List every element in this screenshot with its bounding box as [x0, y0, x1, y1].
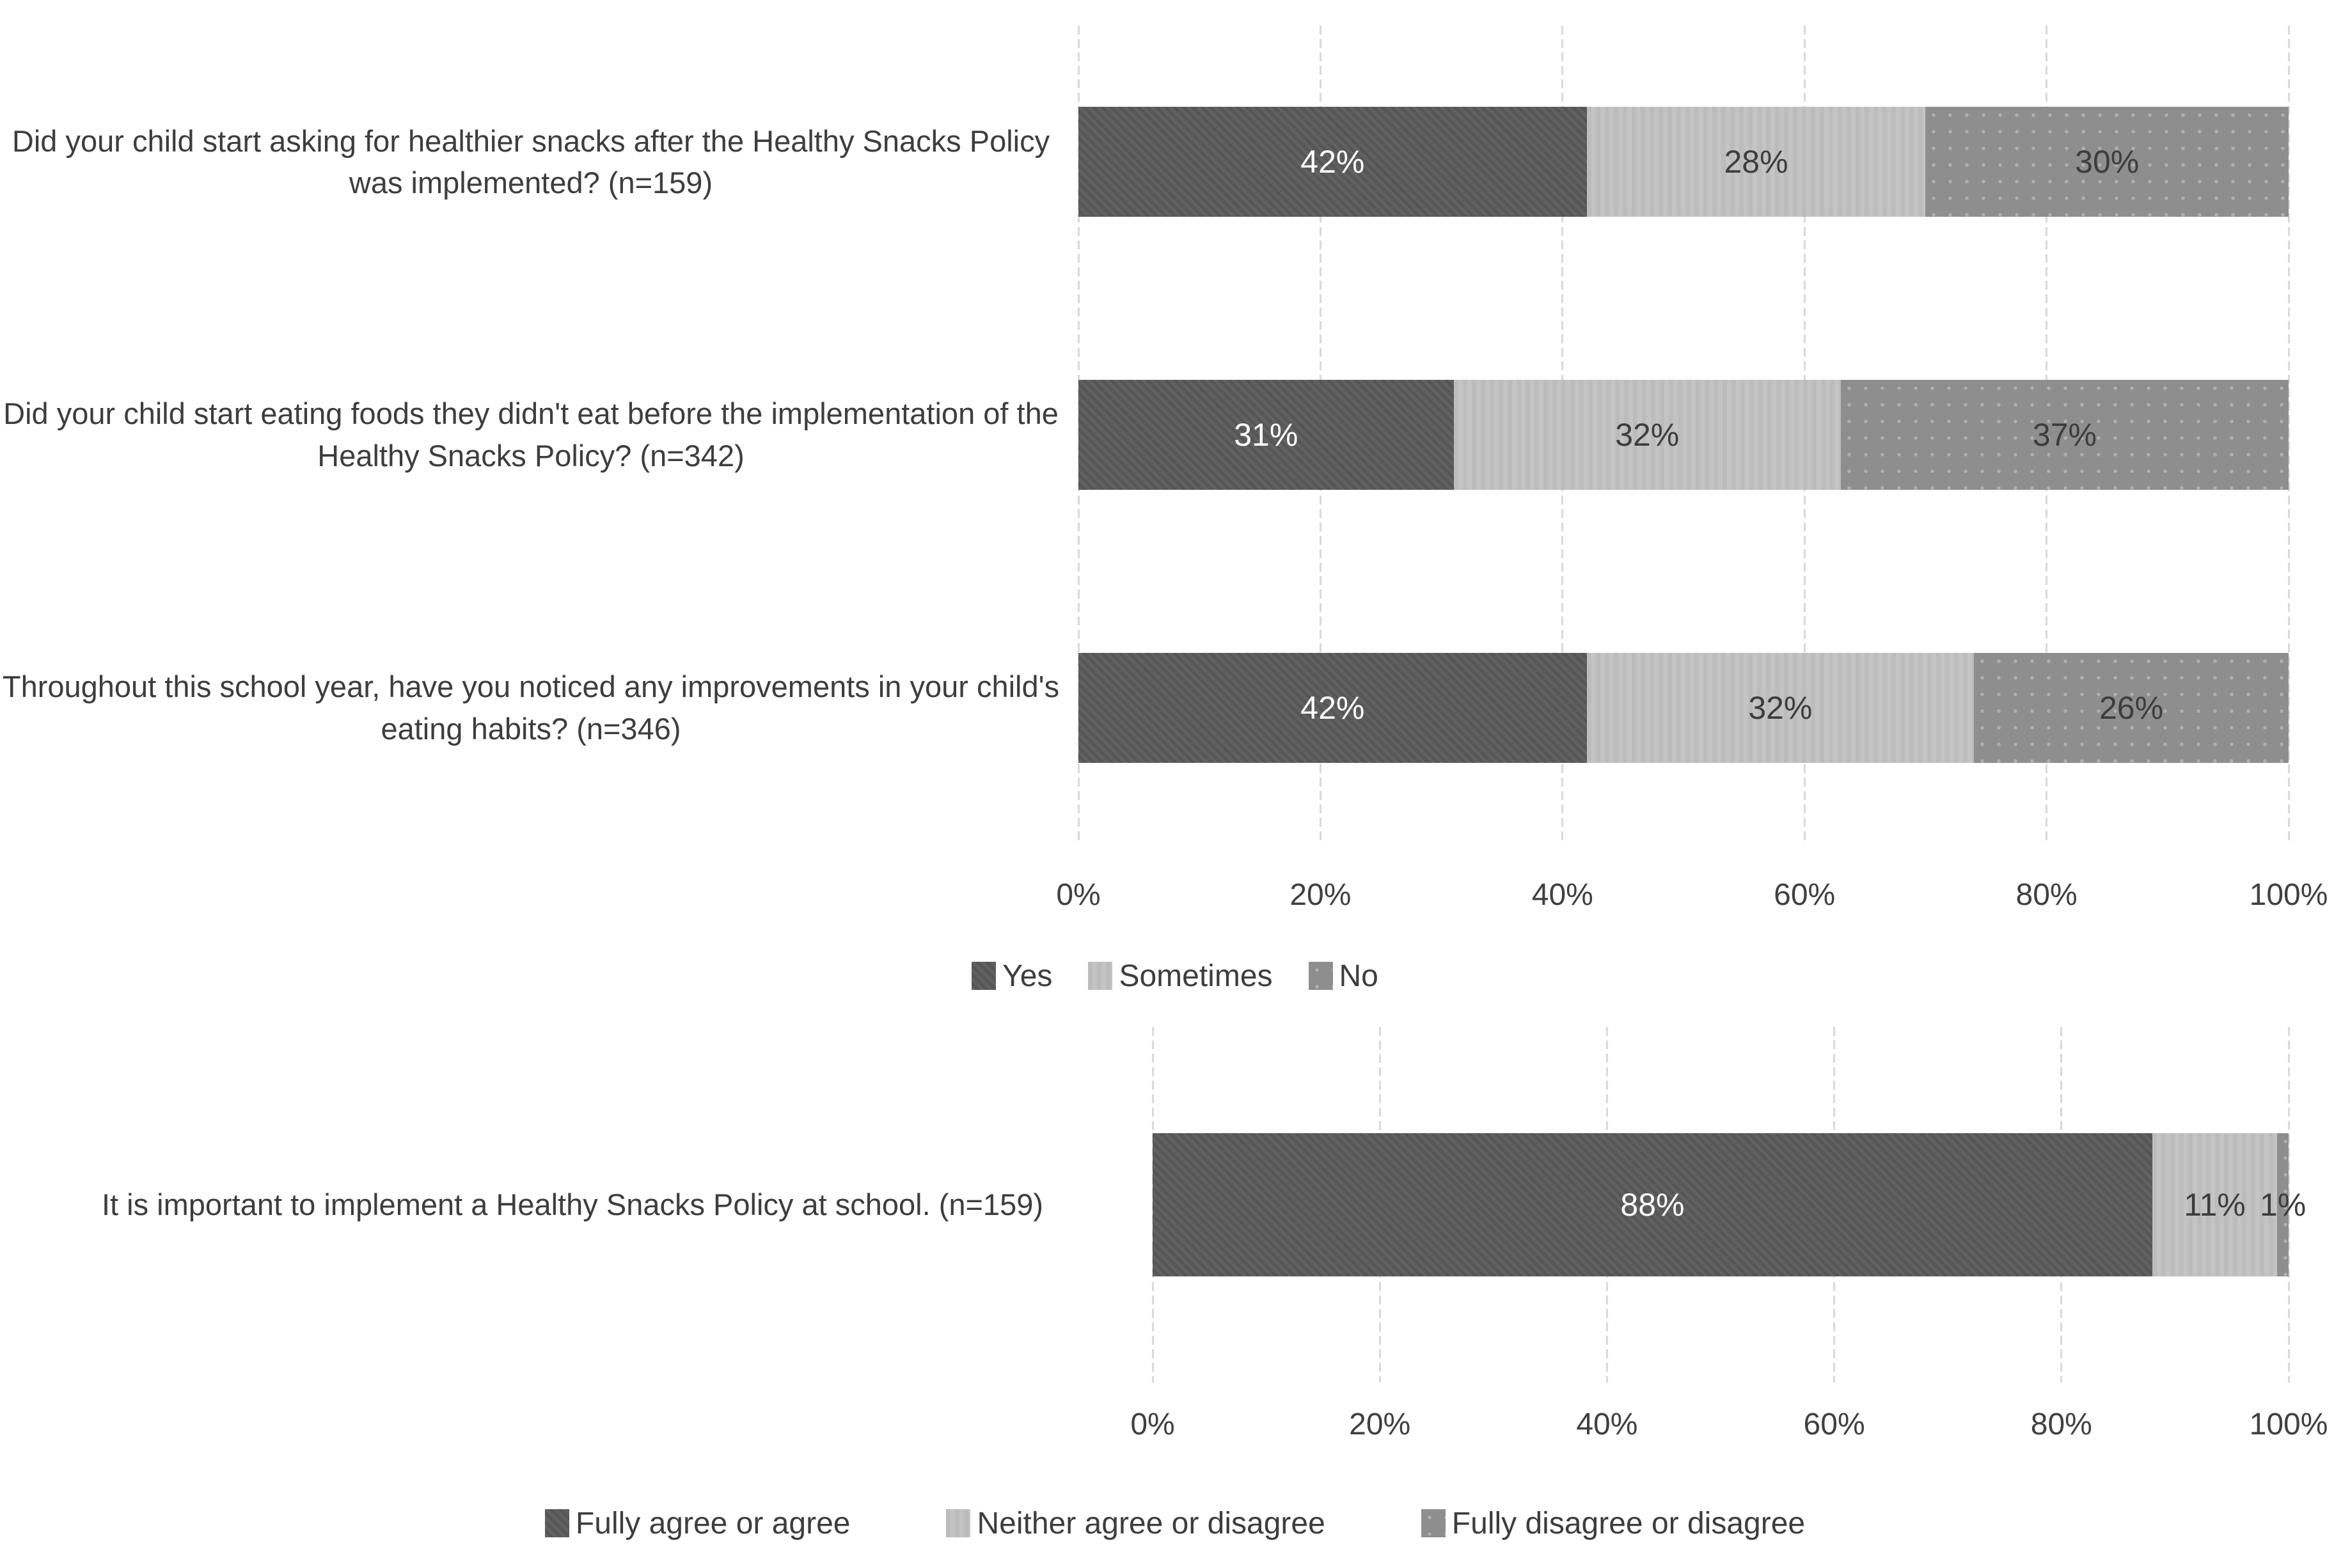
x-axis-tick: 40%: [1576, 1407, 1638, 1441]
x-axis-tick: 100%: [2249, 878, 2328, 912]
x-axis-tick: 20%: [1349, 1407, 1411, 1441]
gridline: [1077, 26, 1080, 844]
legend-label: No: [1339, 959, 1378, 993]
bar-segment-no: 26%: [1974, 652, 2289, 763]
legend-item-neither-agree-or-disagree: Neither agree or disagree: [946, 1506, 1325, 1541]
x-axis-tick: 100%: [2249, 1407, 2328, 1441]
legend-swatch-icon: [1421, 1509, 1446, 1537]
stacked-bar: 42% 32% 26%: [1078, 652, 2289, 763]
gridline: [2046, 26, 2048, 844]
x-axis-tick: 80%: [2030, 1407, 2092, 1441]
legend-swatch-icon: [544, 1509, 569, 1537]
legend: Yes Sometimes No: [0, 957, 2350, 995]
legend-label: Fully disagree or disagree: [1451, 1506, 1806, 1541]
gridline: [1319, 26, 1321, 844]
bar-segment-sometimes: 28%: [1586, 107, 1926, 217]
stacked-bar: 31% 32% 37%: [1078, 379, 2289, 490]
bar-segment-no: 37%: [1840, 379, 2289, 490]
bar-segment-no: 30%: [1925, 107, 2289, 217]
bar-value-label: 31%: [1234, 416, 1298, 453]
gridline: [1803, 26, 1806, 844]
gridline: [1561, 26, 1564, 844]
legend-item-no: No: [1308, 959, 1378, 994]
bar-value-label: 30%: [2075, 144, 2140, 180]
bar-value-label: 32%: [1615, 416, 1680, 453]
category-label: It is important to implement a Healthy S…: [0, 1027, 1145, 1383]
bar-row: 88% 11% 1%: [1153, 1027, 2306, 1383]
x-axis-tick: 40%: [1531, 878, 1593, 912]
gridline: [2287, 26, 2290, 844]
bar-segment-yes: 42%: [1078, 107, 1587, 217]
x-axis-tick: 20%: [1289, 878, 1352, 912]
legend-item-fully-agree-or-agree: Fully agree or agree: [544, 1506, 851, 1541]
category-label: Did your child start eating foods they d…: [0, 299, 1062, 572]
gridline: [1378, 1027, 1381, 1383]
legend-label: Yes: [1002, 959, 1053, 993]
x-axis-tick: 60%: [1803, 1407, 1865, 1441]
legend-label: Fully agree or agree: [575, 1506, 851, 1541]
category-label: Did your child start asking for healthie…: [0, 26, 1062, 299]
category-label-text: Throughout this school year, have you no…: [2, 669, 1060, 746]
category-label-text: It is important to implement a Healthy S…: [101, 1188, 1044, 1222]
bar-row: 42% 28% 30%: [1078, 26, 2289, 299]
x-axis-tick: 0%: [1130, 1407, 1175, 1441]
legend-label: Sometimes: [1119, 959, 1273, 993]
legend-label: Neither agree or disagree: [977, 1506, 1325, 1541]
bar-segment-yes: 31%: [1078, 379, 1454, 490]
legend: Fully agree or agree Neither agree or dis…: [0, 1504, 2350, 1542]
gridline: [2287, 1027, 2290, 1383]
gridline: [1605, 1027, 1608, 1383]
gridline: [1151, 1027, 1154, 1383]
category-label: Throughout this school year, have you no…: [0, 571, 1062, 844]
bar-value-label: 42%: [1300, 144, 1365, 180]
bar-value-label: 32%: [1748, 689, 1813, 726]
bar-segment-fully-disagree-or-disagree: 1%: [2260, 1133, 2306, 1276]
bar-row: 31% 32% 37%: [1078, 299, 2289, 572]
bar-value-label: 1%: [2259, 1187, 2307, 1223]
stacked-bar: 88% 11% 1%: [1153, 1133, 2306, 1276]
bar-value-label: 88%: [1620, 1187, 1685, 1223]
bar-value-label: 26%: [2099, 689, 2164, 726]
bar-value-label: 42%: [1300, 689, 1365, 726]
x-axis-tick: 60%: [1774, 878, 1836, 912]
legend-swatch-icon: [1308, 962, 1333, 990]
bar-value-label: 37%: [2032, 416, 2097, 453]
plot-area: 42% 28% 30% 31% 32% 37% 42% 32% 26%: [1077, 26, 2290, 844]
x-axis-tick: 80%: [2015, 878, 2078, 912]
category-label-text: Did your child start eating foods they d…: [3, 396, 1059, 473]
plot-area: 88% 11% 1%: [1151, 1027, 2306, 1383]
stacked-bar: 42% 28% 30%: [1078, 107, 2289, 217]
legend-swatch-icon: [946, 1509, 971, 1537]
bar-segment-yes: 42%: [1078, 652, 1587, 763]
bar-value-label: 28%: [1724, 144, 1788, 180]
bar-segment-sometimes: 32%: [1586, 652, 1975, 763]
category-label-text: Did your child start asking for healthie…: [12, 123, 1050, 200]
bar-segment-neither-agree-or-disagree: 11%: [2152, 1133, 2278, 1276]
legend-item-sometimes: Sometimes: [1088, 959, 1273, 994]
bar-segment-fully-agree-or-agree: 88%: [1153, 1133, 2152, 1276]
legend-item-fully-disagree-or-disagree: Fully disagree or disagree: [1421, 1506, 1805, 1541]
gridline: [1833, 1027, 1836, 1383]
legend-item-yes: Yes: [972, 959, 1052, 994]
bar-row: 42% 32% 26%: [1078, 571, 2289, 844]
x-axis-tick: 0%: [1056, 878, 1101, 912]
legend-swatch-icon: [1088, 962, 1113, 990]
bar-value-label: 11%: [2184, 1187, 2246, 1223]
gridline: [2060, 1027, 2063, 1383]
bar-segment-sometimes: 32%: [1453, 379, 1841, 490]
legend-swatch-icon: [972, 962, 997, 990]
